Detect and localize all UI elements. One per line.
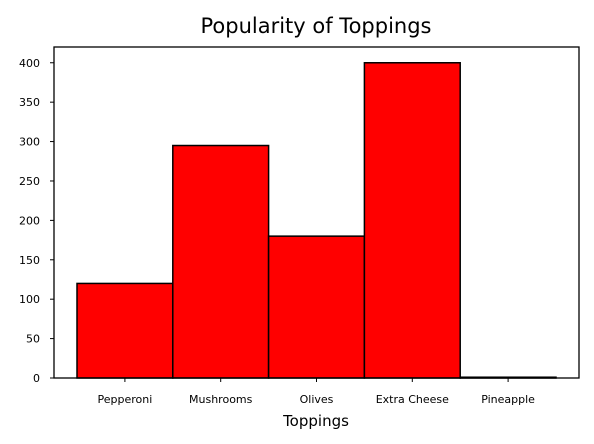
plot-frame [53, 46, 580, 379]
y-tick-label: 300 [19, 136, 40, 149]
y-tick-label: 150 [19, 254, 40, 267]
bar-pepperoni [76, 282, 174, 379]
bar-olives [267, 235, 366, 379]
bar-mushrooms [172, 144, 270, 379]
x-tick-label: Extra Cheese [376, 393, 449, 406]
y-tick-label: 50 [26, 333, 40, 346]
x-tick-label: Olives [300, 393, 334, 406]
y-tick-label: 200 [19, 214, 40, 227]
y-tick-label: 400 [19, 57, 40, 70]
chart-title: Popularity of Toppings [200, 14, 431, 38]
x-tick-label: Pineapple [481, 393, 535, 406]
y-tick-label: 0 [33, 372, 40, 385]
y-tick-label: 100 [19, 293, 40, 306]
bars-group [76, 62, 557, 379]
x-tick-label: Mushrooms [189, 393, 253, 406]
x-axis: Pepperoni Mushrooms Olives Extra Cheese Pine… [98, 378, 535, 406]
y-tick-label: 350 [19, 96, 40, 109]
x-tick-label: Pepperoni [98, 393, 153, 406]
x-axis-label: Toppings [282, 412, 349, 430]
y-tick-label: 250 [19, 175, 40, 188]
bar-extra-cheese [363, 62, 461, 379]
y-axis: 0 50 100 150 200 250 300 350 400 [19, 57, 54, 385]
